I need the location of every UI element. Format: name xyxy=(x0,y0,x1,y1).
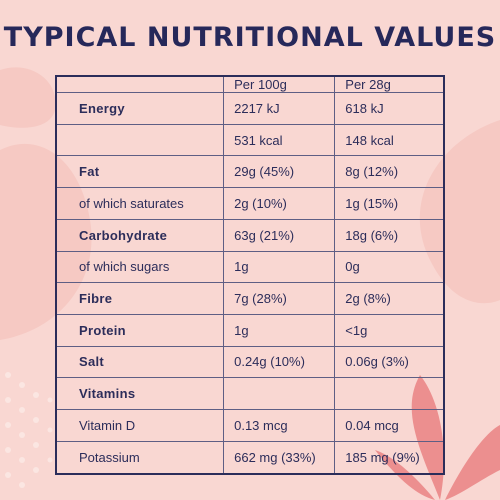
row-per-28g: 18g (6%) xyxy=(334,218,445,252)
row-per-28g: <1g xyxy=(334,313,445,347)
page-title: TYPICAL NUTRITIONAL VALUES xyxy=(3,22,497,53)
row-per-28g: 0g xyxy=(334,250,445,284)
row-per-100g: 63g (21%) xyxy=(223,218,336,252)
row-per-100g: 0.24g (10%) xyxy=(223,345,336,379)
row-label: Vitamins xyxy=(55,377,225,411)
table-row: Carbohydrate 63g (21%) 18g (6%) xyxy=(55,218,445,252)
table-row: Protein 1g <1g xyxy=(55,313,445,347)
row-label xyxy=(55,123,225,157)
table-row: 531 kcal 148 kcal xyxy=(55,123,445,157)
row-per-100g: 1g xyxy=(223,250,336,284)
header-per-28g: Per 28g xyxy=(334,75,445,93)
nutrition-table: Per 100g Per 28g Energy 2217 kJ 618 kJ 531 … xyxy=(55,75,445,475)
table-row: of which saturates 2g (10%) 1g (15%) xyxy=(55,187,445,220)
row-per-28g: 0.06g (3%) xyxy=(334,345,445,379)
row-per-100g: 662 mg (33%) xyxy=(223,440,336,475)
row-label: Salt xyxy=(55,345,225,379)
table-row: Fibre 7g (28%) 2g (8%) xyxy=(55,282,445,315)
row-per-28g: 0.04 mcg xyxy=(334,409,445,442)
row-label: of which saturates xyxy=(55,187,225,220)
row-per-28g: 185 mg (9%) xyxy=(334,440,445,475)
table-row: Vitamins xyxy=(55,377,445,411)
table-row: Salt 0.24g (10%) 0.06g (3%) xyxy=(55,345,445,379)
table-row: Vitamin D 0.13 mcg 0.04 mcg xyxy=(55,409,445,442)
row-per-28g xyxy=(334,377,445,411)
table-row: Fat 29g (45%) 8g (12%) xyxy=(55,155,445,189)
row-per-28g: 148 kcal xyxy=(334,123,445,157)
table-row: Potassium 662 mg (33%) 185 mg (9%) xyxy=(55,440,445,475)
header-per-100g: Per 100g xyxy=(223,75,336,93)
top-left-blob xyxy=(0,67,56,128)
row-label: Energy xyxy=(55,92,225,125)
nutrition-table-container: Per 100g Per 28g Energy 2217 kJ 618 kJ 531 … xyxy=(55,75,445,475)
row-per-28g: 618 kJ xyxy=(334,92,445,125)
header-blank-cell xyxy=(55,75,225,93)
table-row: of which sugars 1g 0g xyxy=(55,250,445,284)
table-row: Energy 2217 kJ 618 kJ xyxy=(55,92,445,125)
row-per-100g: 531 kcal xyxy=(223,123,336,157)
table-body: Energy 2217 kJ 618 kJ 531 kcal 148 kcal Fat 29… xyxy=(55,92,445,475)
row-label: Fibre xyxy=(55,282,225,315)
row-per-100g: 0.13 mcg xyxy=(223,409,336,442)
row-per-100g: 2217 kJ xyxy=(223,92,336,125)
row-per-28g: 8g (12%) xyxy=(334,155,445,189)
dot-pattern xyxy=(5,372,53,488)
table-header-row: Per 100g Per 28g xyxy=(55,75,445,93)
row-per-100g: 2g (10%) xyxy=(223,187,336,220)
row-per-28g: 1g (15%) xyxy=(334,187,445,220)
row-per-28g: 2g (8%) xyxy=(334,282,445,315)
row-label: Vitamin D xyxy=(55,409,225,442)
row-per-100g xyxy=(223,377,336,411)
row-label: of which sugars xyxy=(55,250,225,284)
row-label: Potassium xyxy=(55,440,225,475)
row-per-100g: 1g xyxy=(223,313,336,347)
row-label: Carbohydrate xyxy=(55,218,225,252)
row-per-100g: 29g (45%) xyxy=(223,155,336,189)
row-label: Protein xyxy=(55,313,225,347)
row-per-100g: 7g (28%) xyxy=(223,282,336,315)
row-label: Fat xyxy=(55,155,225,189)
